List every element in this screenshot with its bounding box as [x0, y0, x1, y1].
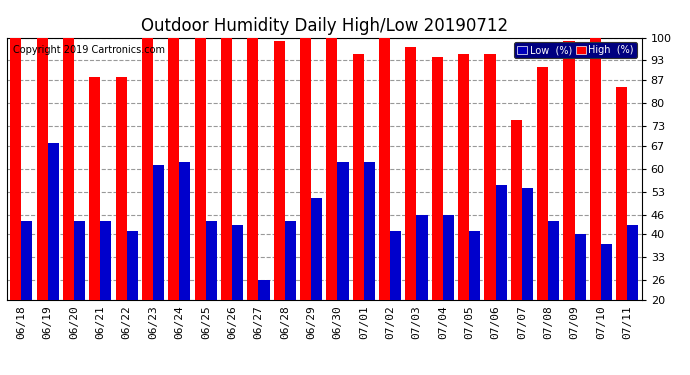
- Bar: [469, 231, 480, 300]
- Bar: [179, 162, 190, 300]
- Bar: [63, 38, 74, 300]
- Bar: [326, 38, 337, 300]
- Bar: [37, 38, 48, 300]
- Bar: [390, 231, 401, 300]
- Bar: [432, 57, 443, 300]
- Bar: [311, 198, 322, 300]
- Bar: [484, 54, 495, 300]
- Bar: [564, 41, 575, 300]
- Bar: [101, 221, 112, 300]
- Bar: [406, 47, 417, 300]
- Bar: [10, 38, 21, 300]
- Bar: [616, 87, 627, 300]
- Bar: [248, 38, 259, 300]
- Bar: [195, 38, 206, 300]
- Bar: [337, 162, 348, 300]
- Bar: [417, 214, 428, 300]
- Bar: [495, 185, 506, 300]
- Text: Copyright 2019 Cartronics.com: Copyright 2019 Cartronics.com: [13, 45, 165, 56]
- Bar: [221, 38, 232, 300]
- Bar: [89, 77, 101, 300]
- Bar: [522, 188, 533, 300]
- Bar: [575, 234, 586, 300]
- Bar: [232, 225, 243, 300]
- Bar: [353, 54, 364, 300]
- Bar: [274, 41, 285, 300]
- Bar: [511, 120, 522, 300]
- Bar: [259, 280, 270, 300]
- Bar: [300, 38, 311, 300]
- Bar: [206, 221, 217, 300]
- Bar: [153, 165, 164, 300]
- Bar: [590, 38, 601, 300]
- Bar: [601, 244, 612, 300]
- Bar: [21, 221, 32, 300]
- Bar: [458, 54, 469, 300]
- Bar: [379, 38, 390, 300]
- Bar: [627, 225, 638, 300]
- Legend: Low  (%), High  (%): Low (%), High (%): [514, 42, 637, 58]
- Bar: [443, 214, 454, 300]
- Bar: [127, 231, 138, 300]
- Bar: [74, 221, 85, 300]
- Bar: [537, 67, 548, 300]
- Bar: [548, 221, 560, 300]
- Bar: [116, 77, 127, 300]
- Bar: [285, 221, 296, 300]
- Bar: [142, 38, 153, 300]
- Title: Outdoor Humidity Daily High/Low 20190712: Outdoor Humidity Daily High/Low 20190712: [141, 16, 508, 34]
- Bar: [48, 142, 59, 300]
- Bar: [168, 38, 179, 300]
- Bar: [364, 162, 375, 300]
